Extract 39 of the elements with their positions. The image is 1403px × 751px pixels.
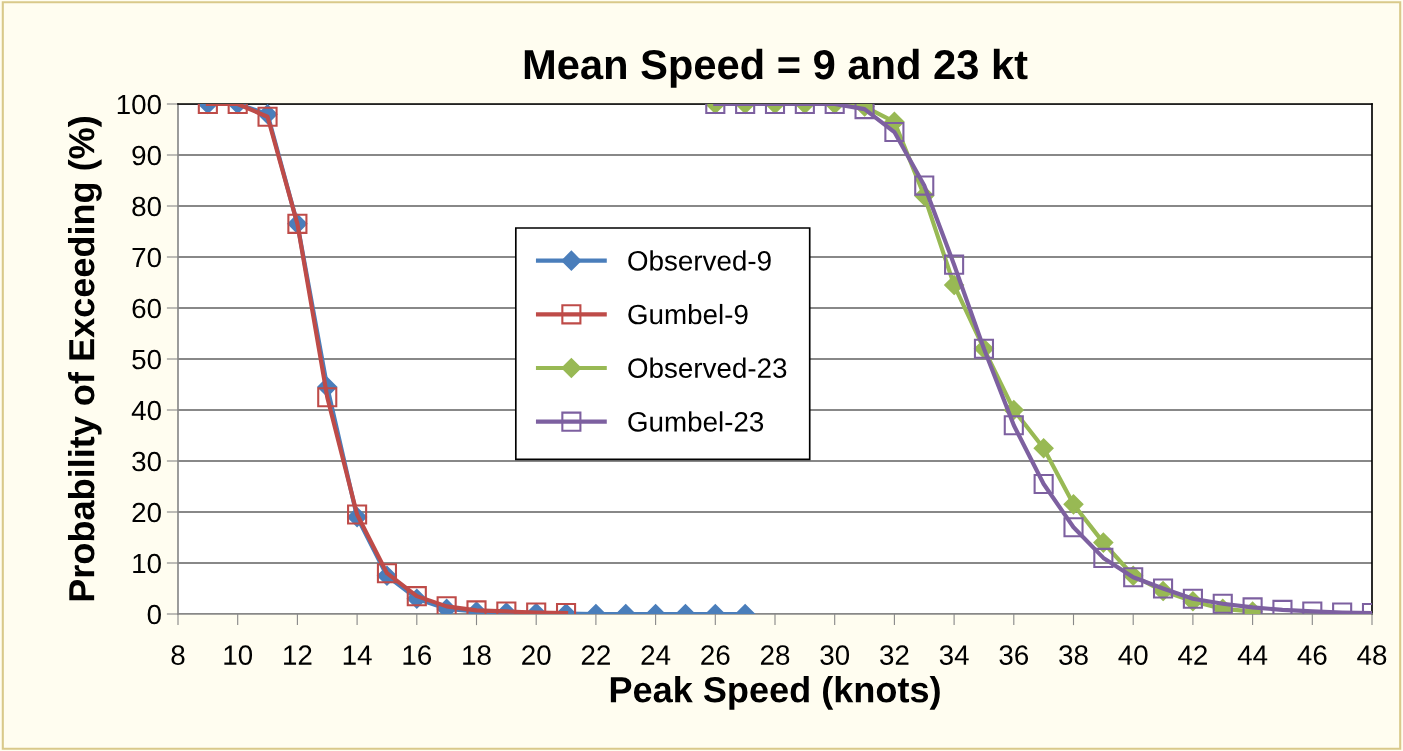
x-tick-label: 16 (403, 645, 432, 665)
x-tick-label: 10 (224, 645, 253, 665)
legend-label: Observed-23 (628, 357, 787, 378)
x-tick-label: 8 (171, 645, 185, 665)
x-tick-label: 32 (880, 645, 909, 665)
y-tick-label: 0 (147, 604, 161, 625)
y-tick-label: 40 (131, 400, 161, 421)
y-tick-label: 30 (132, 451, 161, 472)
y-axis-title: Probability of Exceeding (%) (67, 116, 102, 601)
x-tick-label: 18 (463, 645, 491, 665)
x-tick-label: 24 (641, 645, 671, 665)
y-tick-label: 10 (133, 553, 161, 574)
x-tick-label: 28 (760, 645, 790, 665)
chart-title: Mean Speed = 9 and 23 kt (524, 48, 1028, 88)
x-tick-label: 46 (1297, 645, 1327, 665)
legend-label: Observed-9 (628, 250, 771, 271)
y-tick-label: 100 (117, 94, 161, 115)
y-tick-label: 90 (132, 145, 161, 166)
y-tick-label: 70 (132, 247, 161, 268)
x-tick-label: 30 (820, 645, 850, 665)
x-tick-label: 26 (701, 645, 730, 665)
x-tick-label: 34 (939, 645, 969, 665)
legend-label: Gumbel-23 (628, 411, 764, 432)
y-tick-label: 60 (132, 298, 161, 319)
x-tick-label: 48 (1357, 645, 1387, 665)
x-tick-label: 40 (1118, 645, 1148, 665)
x-tick-label: 22 (581, 645, 610, 665)
x-tick-label: 20 (522, 645, 551, 665)
x-tick-label: 38 (1059, 645, 1088, 665)
x-tick-label: 14 (343, 645, 372, 665)
x-tick-label: 36 (999, 645, 1029, 665)
legend-label: Gumbel-9 (628, 303, 748, 325)
y-tick-label: 20 (132, 502, 161, 523)
x-tick-label: 44 (1237, 645, 1268, 665)
y-tick-label: 50 (132, 349, 161, 370)
x-axis-title: Peak Speed (knots) (610, 676, 940, 710)
x-tick-label: 12 (284, 645, 312, 665)
x-tick-label: 42 (1178, 645, 1207, 665)
y-tick-label: 80 (132, 196, 161, 217)
